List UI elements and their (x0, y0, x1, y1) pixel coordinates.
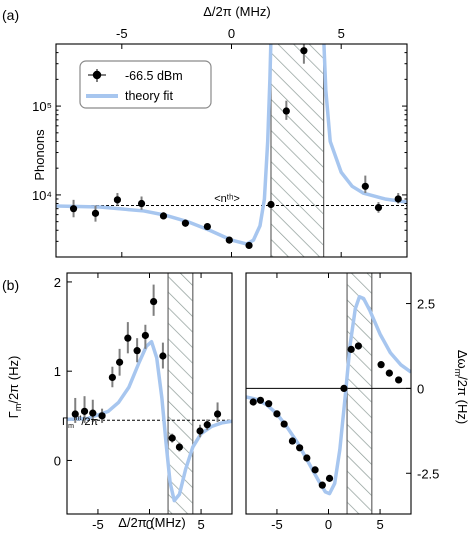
x-tick-label-br-0: -5 (271, 517, 283, 532)
data-point-br-1 (256, 396, 265, 404)
panel-b-left: -5 0 5 0 1 2 (54, 272, 233, 532)
y-tick-label-a-1: 10⁵ (32, 99, 52, 114)
data-point-bl-2 (89, 409, 97, 417)
data-point-br-13 (354, 342, 363, 350)
data-point-bl-4 (108, 373, 116, 382)
data-point-br-2 (265, 400, 273, 408)
nth-label: <nᵗʰ> (214, 193, 240, 205)
x-tick-label-br-1: 0 (325, 517, 332, 532)
x-tick-label-bl-2: 5 (197, 517, 204, 532)
data-point-bl-0 (71, 410, 79, 418)
data-point-a-11 (300, 47, 308, 55)
data-point-br-9 (318, 481, 326, 489)
panel-b-right: -5 0 5 2.5 0 -2.5 (245, 272, 439, 532)
data-point-a-12 (361, 182, 369, 190)
x-tick-label-br-2: 5 (376, 517, 383, 532)
data-point-bl-9 (150, 297, 158, 306)
gamma-int-label: Γmint/2π (62, 415, 98, 430)
data-point-a-5 (181, 219, 190, 227)
data-point-bl-15 (213, 410, 222, 418)
data-point-br-7 (303, 454, 311, 462)
legend-marker (92, 70, 102, 80)
y-tick-label-bl-0: 0 (54, 453, 61, 468)
data-point-br-10 (325, 474, 334, 482)
data-point-a-9 (267, 200, 275, 209)
data-point-br-4 (280, 420, 288, 428)
data-point-a-4 (159, 212, 168, 220)
panel-label-a: (a) (2, 7, 19, 23)
panel-b-right-ylabel: Δωm/2π (Hz) (453, 350, 469, 424)
data-point-a-7 (225, 236, 233, 244)
x-tick-label-bl-1: 0 (146, 517, 153, 532)
hatched-region (270, 44, 324, 257)
legend-entry-theory: theory fit (125, 89, 173, 103)
data-point-a-8 (245, 241, 253, 250)
panel-a-xlabel: Δ/2π (MHz) (203, 4, 270, 19)
data-point-a-2 (113, 196, 122, 204)
data-point-br-11 (340, 384, 348, 393)
panel-b-left-ylabel: Γm/2π (Hz) (6, 356, 23, 419)
y-tick-label-bl-2: 2 (54, 275, 61, 290)
data-point-bl-6 (124, 334, 132, 342)
panel-a-ylabel: Phonons (32, 129, 47, 181)
y-tick-label-br-1: 0 (417, 381, 424, 396)
theory-fit-left (56, 44, 273, 246)
data-point-br-6 (296, 444, 304, 452)
x-tick-label-a-2: 5 (338, 26, 345, 41)
data-point-a-6 (203, 222, 211, 231)
y-tick-label-bl-1: 1 (54, 364, 61, 379)
data-point-bl-13 (196, 427, 204, 435)
hatched-region-bl (168, 273, 193, 514)
x-tick-label-a-1: 0 (228, 26, 235, 41)
data-point-br-14 (377, 361, 385, 369)
data-point-bl-5 (115, 358, 124, 366)
data-point-bl-11 (168, 434, 176, 442)
data-point-a-10 (282, 107, 290, 115)
panel-label-b: (b) (2, 277, 19, 293)
data-point-br-3 (273, 410, 281, 418)
panel-b-xlabel: Δ/2π (MHz) (118, 515, 185, 530)
theory-fit-right (322, 44, 407, 204)
data-point-bl-10 (159, 352, 167, 360)
data-point-br-5 (288, 437, 297, 445)
data-point-bl-7 (133, 347, 141, 355)
panel-a: -5 0 5 10⁴ 10⁵ (32, 26, 408, 258)
data-point-bl-3 (98, 412, 106, 420)
data-point-br-15 (385, 369, 393, 377)
data-point-a-14 (394, 195, 402, 203)
data-point-br-0 (249, 398, 257, 406)
legend-entry-data: -66.5 dBm (125, 69, 183, 83)
data-point-a-0 (69, 205, 78, 213)
data-point-bl-12 (175, 443, 184, 451)
data-point-br-16 (395, 376, 403, 384)
data-point-br-12 (347, 345, 355, 353)
x-tick-label-bl-0: -5 (92, 517, 104, 532)
data-point-bl-14 (203, 421, 211, 429)
data-point-bl-8 (141, 331, 149, 340)
x-tick-label-a-0: -5 (116, 26, 128, 41)
data-point-bl-1 (80, 407, 89, 415)
panel-bl-frame (66, 272, 233, 515)
y-tick-label-br-2: -2.5 (417, 466, 439, 481)
hatched-region-br (347, 273, 372, 514)
y-tick-label-br-0: 2.5 (417, 297, 435, 312)
legend: -66.5 dBm theory fit (79, 60, 212, 109)
data-point-br-8 (311, 466, 319, 474)
data-point-a-13 (374, 203, 383, 212)
theory-fit-br (246, 295, 411, 496)
data-point-a-1 (91, 209, 100, 217)
data-point-a-3 (137, 199, 146, 208)
y-tick-label-a-0: 10⁴ (32, 188, 52, 203)
